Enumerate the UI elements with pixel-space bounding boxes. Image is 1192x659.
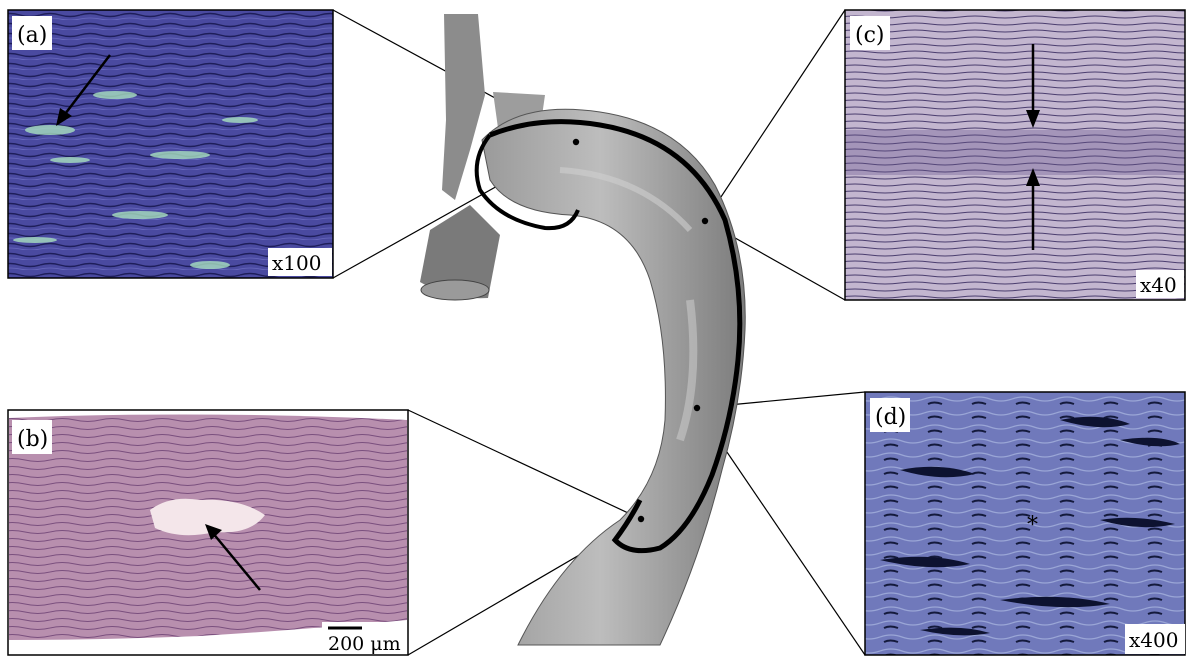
panel-a-label: (a) xyxy=(17,23,47,48)
panel-d-dark-fibers xyxy=(880,416,1180,636)
panel-a: (a) x100 xyxy=(7,9,334,279)
aorta-contour xyxy=(489,119,743,554)
panel-a-mag-box xyxy=(268,248,332,276)
panel-d-magnification: x400 xyxy=(1129,628,1178,652)
aorta-side-branch xyxy=(420,205,500,299)
panel-d-label: (d) xyxy=(875,405,906,430)
panel-b-lesion xyxy=(150,498,265,536)
aorta-highlight xyxy=(559,167,693,233)
aorta-highlight-lower xyxy=(676,299,698,442)
panel-b: (b) 200 μm xyxy=(7,409,409,656)
panel-b-scale-label: 200 μm xyxy=(328,633,401,655)
panel-a-label-box xyxy=(12,16,52,50)
connector-c-top xyxy=(704,9,846,222)
panel-c-arrow-up-head xyxy=(1026,168,1040,186)
panel-a-image xyxy=(7,9,334,279)
panel-a-arrow xyxy=(61,54,111,119)
aorta-top-branch xyxy=(442,14,485,200)
sample-point-c xyxy=(701,217,709,225)
panel-c-image xyxy=(844,9,1186,301)
panel-c-mag-box xyxy=(1136,270,1184,298)
panel-d-mag-box xyxy=(1125,624,1185,654)
connector-b-top xyxy=(407,409,642,520)
aorta-contour-top xyxy=(474,133,580,231)
panel-c-band xyxy=(846,130,1184,175)
aorta-arch xyxy=(481,108,746,646)
panel-b-label-box xyxy=(12,420,52,454)
panel-c-label-box xyxy=(850,16,890,50)
aorta-model xyxy=(420,14,746,646)
panel-d-label-box xyxy=(870,398,910,432)
panel-d-marker: * xyxy=(1027,513,1038,538)
panel-b-arrow xyxy=(211,531,261,591)
panel-c-label: (c) xyxy=(855,23,885,48)
sample-point-d xyxy=(693,404,701,412)
sample-point-b xyxy=(637,515,645,523)
panel-b-label: (b) xyxy=(17,427,48,452)
panel-d: (d) * x400 xyxy=(864,391,1186,656)
panel-a-arrow-head xyxy=(56,108,72,126)
panel-a-gaps xyxy=(13,91,258,269)
panel-c-magnification: x40 xyxy=(1140,273,1177,297)
aorta-side-branch-opening xyxy=(420,279,490,301)
sample-point-a xyxy=(572,138,580,146)
panel-c-arrow-down-head xyxy=(1026,110,1040,128)
panel-c: (c) x40 xyxy=(844,9,1186,301)
panel-b-arrow-head xyxy=(205,524,222,540)
panel-a-magnification: x100 xyxy=(272,251,321,275)
